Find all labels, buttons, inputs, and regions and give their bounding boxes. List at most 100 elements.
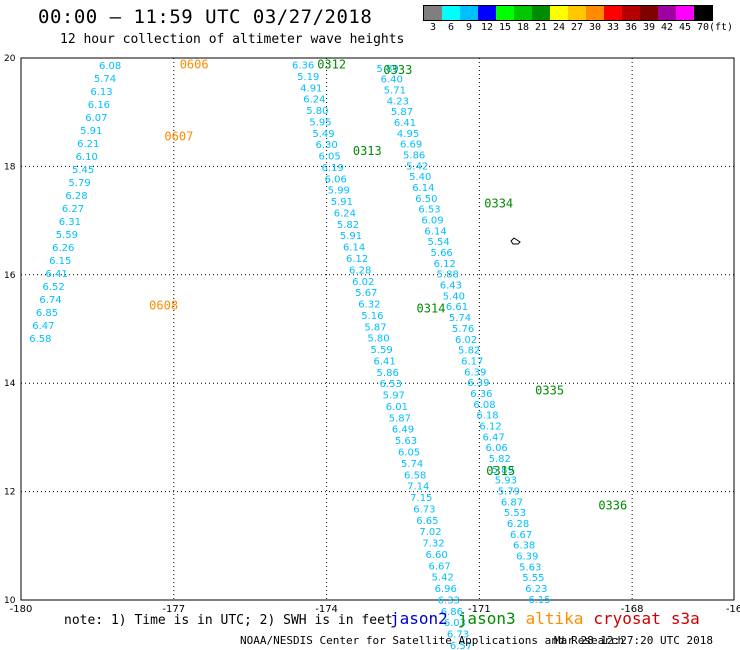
swh-value: 6.57 [450, 641, 472, 650]
swh-value: 5.19 [297, 72, 319, 83]
swh-value: 5.76 [452, 324, 474, 335]
swh-value: 6.23 [525, 584, 547, 595]
swh-value: 5.59 [56, 230, 78, 241]
swh-value: 5.91 [340, 231, 362, 242]
scale-swatch [604, 6, 622, 20]
scale-swatch [694, 6, 712, 20]
scale-label: 15 [498, 22, 512, 33]
page-subtitle: 12 hour collection of altimeter wave hei… [60, 32, 405, 47]
lon-tick-label: -16 [726, 604, 740, 615]
swh-value: 6.41 [394, 118, 416, 129]
satellite-s3a: s3a [670, 609, 700, 628]
swh-value: 6.53 [418, 205, 440, 216]
swh-value: 6.31 [59, 217, 81, 228]
lat-tick-label: 20 [4, 54, 16, 64]
swh-value: 5.42 [432, 573, 454, 584]
lon-tick-label: -177 [162, 604, 185, 615]
swh-value: 6.53 [380, 379, 402, 390]
swh-value: 6.28 [349, 265, 371, 276]
swh-value: 5.49 [312, 129, 334, 140]
swh-value: 6.65 [416, 516, 438, 527]
swh-value: 6.61 [446, 302, 468, 313]
scale-label: 27 [570, 22, 584, 33]
lon-tick-label: -180 [10, 604, 33, 615]
swh-value: 6.30 [315, 140, 337, 151]
swh-value: 5.87 [364, 322, 386, 333]
swh-value: 5.91 [80, 126, 102, 137]
swh-value: 6.15 [528, 595, 550, 606]
swh-value: 6.10 [76, 152, 98, 163]
swh-value: 6.09 [421, 216, 443, 227]
swh-value: 6.14 [343, 243, 365, 254]
swh-value: 6.60 [425, 550, 447, 561]
scale-swatch [658, 6, 676, 20]
swh-value: 5.63 [395, 436, 417, 447]
swh-value: 5.80 [306, 106, 328, 117]
pass-time-label: 0312 [317, 57, 346, 71]
swh-value: 6.43 [440, 281, 462, 292]
swh-value: 6.32 [358, 300, 380, 311]
swh-value: 5.55 [522, 573, 544, 584]
swh-value: 5.86 [377, 368, 399, 379]
scale-unit-label: (ft) [708, 22, 734, 33]
swh-value: 6.02 [455, 335, 477, 346]
swh-value: 6.05 [318, 152, 340, 163]
swh-value: 6.41 [373, 356, 395, 367]
island-outline [510, 237, 521, 245]
generated-time: Mar 28 12:27:20 UTC 2018 [554, 634, 713, 647]
swh-value: 5.66 [431, 248, 453, 259]
swh-value: 6.86 [441, 607, 463, 618]
scale-swatch [532, 6, 550, 20]
pass-time-label: 0315 [486, 464, 515, 478]
swh-value: 6.87 [501, 497, 523, 508]
swh-value: 6.85 [36, 308, 58, 319]
satellite-legend: jason2 jason3 altika cryosat s3a [390, 609, 710, 628]
scale-label: 21 [534, 22, 548, 33]
swh-value: 6.21 [77, 139, 99, 150]
swh-value: 6.39 [467, 378, 489, 389]
swh-value: 6.50 [415, 194, 437, 205]
swh-value: 5.45 [72, 165, 94, 176]
swh-value: 6.13 [90, 87, 112, 98]
scale-label: 42 [660, 22, 674, 33]
lat-tick-label: 18 [4, 162, 16, 172]
scale-label: 36 [624, 22, 638, 33]
scale-label: 18 [516, 22, 530, 33]
swh-value: 5.89 [377, 64, 399, 75]
scale-label: 12 [480, 22, 494, 33]
page-title: 00:00 – 11:59 UTC 03/27/2018 [38, 6, 373, 28]
swh-value: 6.17 [461, 356, 483, 367]
swh-value: 5.82 [337, 220, 359, 231]
scale-label: 30 [588, 22, 602, 33]
swh-value: 5.86 [403, 150, 425, 161]
swh-value: 6.58 [29, 334, 51, 345]
swh-value: 5.59 [370, 345, 392, 356]
swh-value: 6.41 [46, 269, 68, 280]
scale-swatch [514, 6, 532, 20]
lat-tick-label: 10 [4, 596, 16, 606]
swh-value: 5.93 [495, 476, 517, 487]
scale-label: 24 [552, 22, 566, 33]
swh-value: 5.79 [68, 178, 90, 189]
swh-value: 5.67 [355, 288, 377, 299]
pass-time-label: 0314 [417, 301, 446, 315]
wave-height-color-scale: 3 6 9 12 15 18 21 24 27 30 33 36 39 42 45 70 (ft) [423, 5, 733, 33]
swh-value: 6.24 [303, 95, 325, 106]
swh-value: 5.88 [437, 270, 459, 281]
scale-label: 3 [429, 22, 437, 33]
scale-swatch [478, 6, 496, 20]
swh-value: 5.74 [94, 74, 116, 85]
swh-value: 6.12 [479, 421, 501, 432]
scale-swatch [568, 6, 586, 20]
scale-swatch [640, 6, 658, 20]
scale-swatch [622, 6, 640, 20]
swh-value: 6.47 [482, 432, 504, 443]
swh-value: 5.71 [384, 85, 406, 96]
satellite-cryosat: cryosat [593, 609, 661, 628]
swh-value: 5.53 [504, 508, 526, 519]
swh-value: 5.54 [427, 237, 449, 248]
pass-time-label: 0608 [149, 299, 178, 313]
swh-value: 6.67 [429, 561, 451, 572]
swh-value: 6.15 [49, 256, 71, 267]
